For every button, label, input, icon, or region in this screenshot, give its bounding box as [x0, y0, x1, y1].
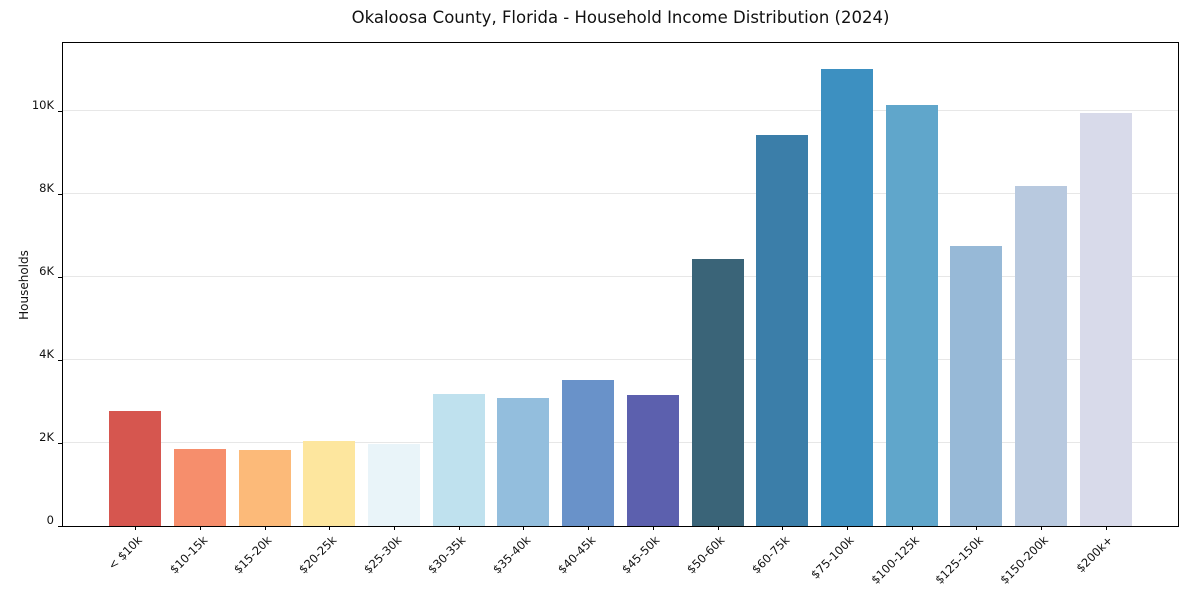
x-tick-label: $40-45k — [554, 533, 599, 577]
x-tick-mark — [264, 526, 266, 530]
y-tick-label: 6K — [39, 264, 54, 279]
x-tick-label: $15-20k — [231, 533, 275, 577]
gridline-10K — [63, 110, 1178, 112]
x-tick-label: $25-30k — [360, 533, 404, 577]
bar-slot: $50-60k — [684, 43, 750, 576]
x-tick-label: $150-200k — [997, 533, 1051, 587]
x-tick-mark — [976, 526, 978, 530]
y-tick-mark — [58, 276, 63, 278]
x-tick-mark — [200, 526, 202, 530]
bar-slot: $10-15k — [167, 43, 233, 576]
gridline-4K — [63, 359, 1178, 361]
y-tick-label: 8K — [39, 181, 54, 196]
plot-area: 0 2K 4K 6K 8K 10K < $10k $10-15k $15-20k $20-25k $… — [32, 42, 1179, 587]
bar-slot: $75-100k — [808, 43, 880, 582]
x-tick-mark — [717, 526, 719, 530]
y-tick-mark — [58, 110, 63, 112]
y-tick-label: 2K — [39, 430, 54, 445]
bar-25-30k — [368, 443, 421, 526]
chart-title: Okaloosa County, Florida - Household Inc… — [351, 8, 890, 27]
gridline-6K — [63, 276, 1178, 278]
y-tick-mark — [58, 359, 63, 361]
x-tick-mark — [1040, 526, 1042, 530]
bar-slot: $125-150k — [932, 43, 1009, 587]
x-tick-mark — [523, 526, 525, 530]
x-tick-label: $35-40k — [489, 533, 534, 577]
y-tick-label: 0 — [46, 513, 54, 527]
x-tick-mark — [394, 526, 396, 530]
bar-15-20k — [238, 450, 291, 526]
x-tick-label: $30-35k — [425, 533, 469, 577]
bar-75-100k — [820, 69, 873, 526]
bar-slot: $35-40k — [490, 43, 556, 576]
y-tick-mark — [58, 525, 63, 527]
bars-row: < $10k $10-15k $15-20k $20-25k $25-30k $30-35… — [63, 43, 1178, 587]
x-tick-mark — [846, 526, 848, 530]
x-tick-mark — [588, 526, 590, 530]
y-axis-label: Households — [17, 250, 31, 320]
bar-40-45k — [562, 380, 615, 526]
x-tick-label: $100-125k — [867, 533, 922, 587]
bar-slot: $200k+ — [1073, 43, 1138, 575]
bar-10k — [109, 411, 162, 526]
x-tick-mark — [911, 526, 913, 530]
x-tick-mark — [1105, 526, 1107, 530]
bar-slot: $20-25k — [296, 43, 362, 576]
x-tick-mark — [782, 526, 784, 530]
bar-45-50k — [626, 395, 679, 526]
x-tick-label: < $10k — [105, 533, 146, 573]
x-tick-mark — [652, 526, 654, 530]
x-tick-label: $125-150k — [932, 533, 987, 587]
bar-slot: $60-75k — [749, 43, 815, 576]
bar-150-200k — [1014, 186, 1067, 526]
bar-60-75k — [756, 134, 809, 526]
bar-10-15k — [174, 448, 227, 526]
bar-125-150k — [950, 245, 1003, 526]
x-tick-label: $45-50k — [619, 533, 663, 577]
bar-slot: $15-20k — [231, 43, 297, 576]
bar-slot: $25-30k — [361, 43, 427, 576]
y-tick-label: 4K — [39, 347, 54, 362]
bar-20-25k — [303, 440, 356, 526]
x-tick-label: $20-25k — [295, 533, 340, 577]
bar-200k — [1079, 113, 1132, 526]
x-tick-mark — [135, 526, 137, 530]
bar-slot: $40-45k — [555, 43, 621, 576]
bar-100-125k — [885, 104, 938, 526]
x-tick-label: $60-75k — [748, 533, 793, 577]
bar-slot: $100-125k — [868, 43, 944, 587]
x-tick-label: $10-15k — [166, 533, 210, 577]
gridline-8K — [63, 193, 1178, 195]
bar-30-35k — [432, 394, 485, 526]
x-tick-label: $50-60k — [684, 533, 728, 577]
y-tick-mark — [58, 442, 63, 444]
bar-50-60k — [691, 258, 744, 526]
x-tick-mark — [458, 526, 460, 530]
x-tick-mark — [329, 526, 331, 530]
gridline-2K — [63, 442, 1178, 444]
bar-slot: $45-50k — [619, 43, 686, 576]
y-tick-mark — [58, 193, 63, 195]
bar-slot: $150-200k — [997, 43, 1074, 587]
y-tick-label: 10K — [31, 98, 54, 113]
bar-slot: < $10k — [103, 43, 168, 573]
bar-slot: $30-35k — [425, 43, 491, 576]
x-tick-label: $200k+ — [1073, 533, 1116, 576]
bar-35-40k — [497, 398, 550, 526]
x-tick-label: $75-100k — [808, 533, 857, 582]
